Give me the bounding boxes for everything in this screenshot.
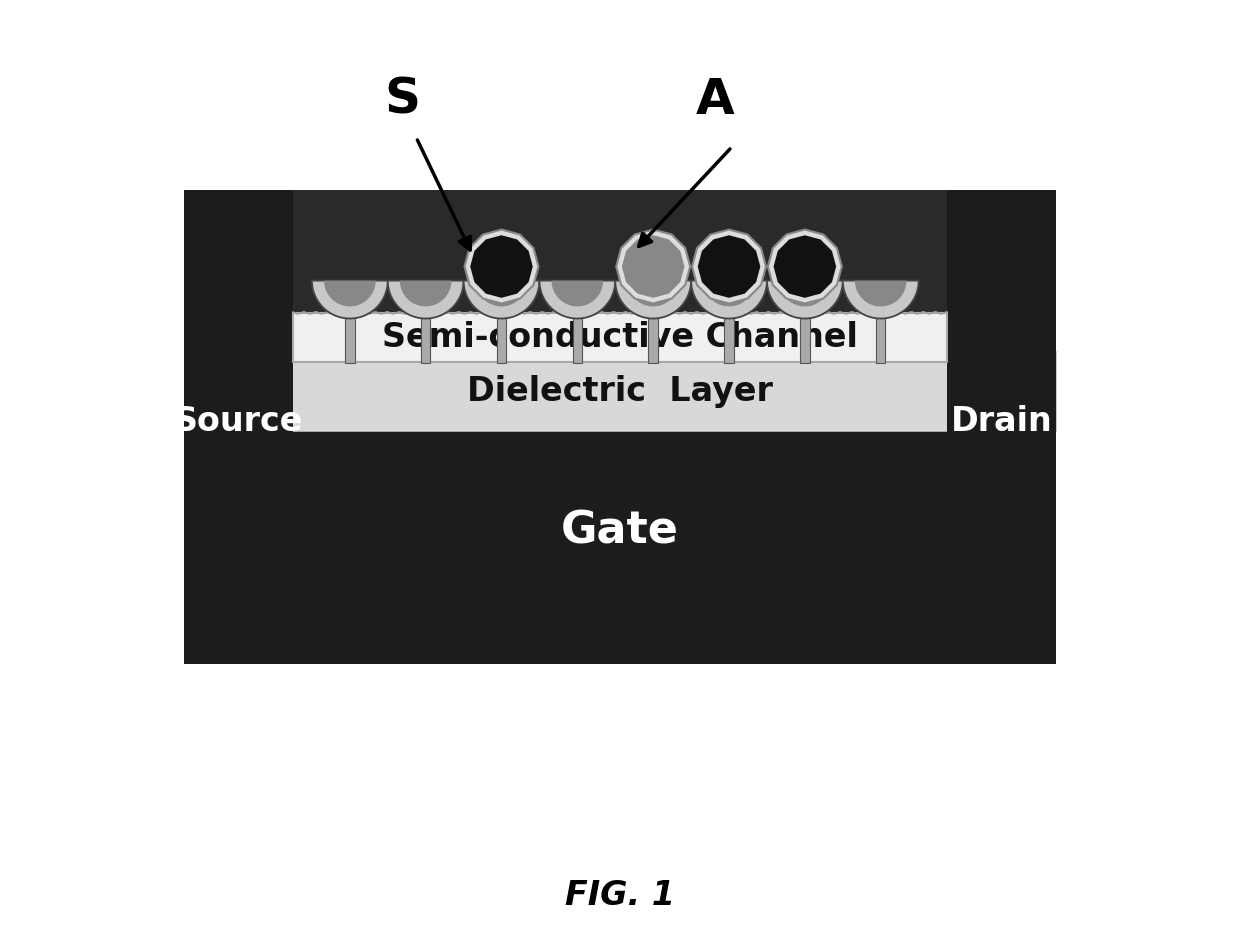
Polygon shape: [552, 281, 603, 306]
Polygon shape: [779, 281, 831, 306]
Text: Drain: Drain: [951, 406, 1053, 438]
Bar: [497, 311, 506, 363]
Bar: [184, 190, 293, 664]
Text: FIG. 1: FIG. 1: [565, 880, 675, 912]
Polygon shape: [627, 281, 680, 306]
Polygon shape: [539, 281, 615, 319]
Bar: [800, 311, 810, 363]
Polygon shape: [312, 281, 388, 319]
Text: Semi-conductive Channel: Semi-conductive Channel: [382, 321, 858, 354]
Polygon shape: [615, 281, 691, 319]
Polygon shape: [843, 281, 919, 319]
Polygon shape: [465, 229, 538, 303]
Bar: [724, 311, 734, 363]
Bar: [345, 311, 355, 363]
Polygon shape: [324, 281, 376, 306]
Bar: [649, 311, 658, 363]
Bar: [420, 311, 430, 363]
Bar: [293, 313, 947, 362]
Polygon shape: [766, 281, 843, 319]
Text: Dielectric  Layer: Dielectric Layer: [467, 375, 773, 408]
Polygon shape: [388, 281, 464, 319]
Bar: [947, 190, 1056, 664]
Bar: [573, 311, 582, 363]
Polygon shape: [774, 235, 836, 298]
Text: Gate: Gate: [560, 509, 680, 553]
Polygon shape: [854, 281, 906, 306]
Polygon shape: [768, 229, 842, 303]
Polygon shape: [616, 229, 691, 303]
Polygon shape: [464, 281, 539, 319]
Bar: [293, 190, 947, 313]
Polygon shape: [470, 235, 533, 298]
Polygon shape: [399, 281, 451, 306]
Polygon shape: [622, 235, 684, 298]
Polygon shape: [691, 281, 766, 319]
Polygon shape: [692, 229, 766, 303]
Polygon shape: [703, 281, 755, 306]
Bar: [184, 351, 1056, 431]
Text: Source: Source: [174, 406, 303, 438]
Text: S: S: [384, 76, 420, 123]
Polygon shape: [476, 281, 527, 306]
Bar: [875, 311, 885, 363]
Text: A: A: [696, 76, 734, 123]
Polygon shape: [698, 235, 760, 298]
Bar: [184, 398, 1056, 664]
